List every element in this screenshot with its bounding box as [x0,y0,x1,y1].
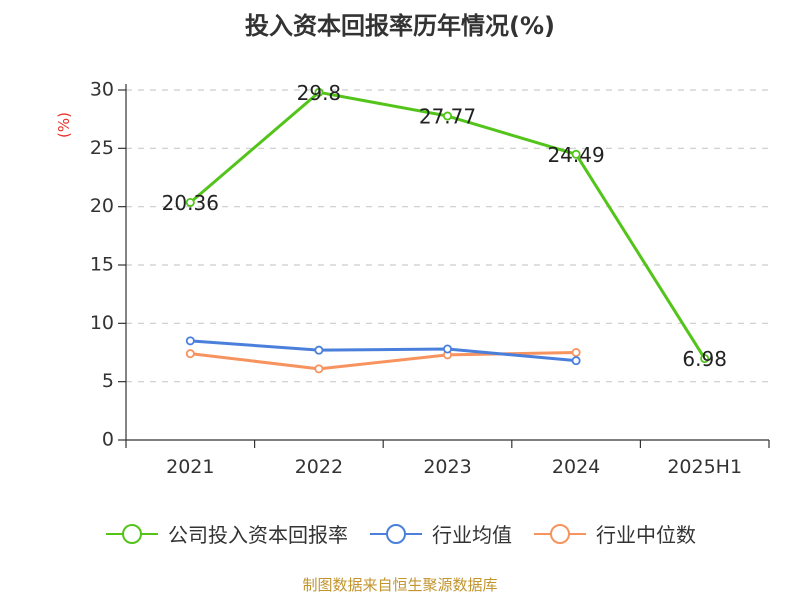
x-tick-label: 2024 [552,456,600,478]
series-2 [185,347,581,374]
series-0 [185,87,710,364]
data-label: 24.49 [547,143,604,167]
y-axis-unit-label: (%) [55,112,73,138]
data-point [185,336,195,346]
x-tick-label: 2023 [423,456,471,478]
y-tick-label: 10 [90,312,114,334]
data-point [314,345,324,355]
data-point [185,197,195,207]
y-tick-label: 15 [90,254,114,276]
legend: 公司投入资本回报率 行业均值 行业中位数 [0,519,800,548]
series-layer [185,87,710,374]
data-label: 27.77 [419,105,476,129]
x-tick-label: 2025H1 [667,456,742,478]
legend-label: 公司投入资本回报率 [168,523,348,547]
chart-title: 投入资本回报率历年情况(%) [245,12,555,40]
data-point [185,349,195,359]
y-tick-label: 0 [102,429,114,451]
data-point [442,111,452,121]
data-label: 20.36 [162,191,219,215]
data-point [571,347,581,357]
grid-lines [126,89,769,383]
legend-item[interactable]: 公司投入资本回报率 [104,519,348,548]
series-line [190,339,577,363]
x-tick-label: 2021 [166,456,214,478]
axes: 0 5 10 15 20 25 30 2021 2022 2023 2024 2025H1 [90,79,770,478]
y-tick-label: 25 [90,137,114,159]
data-point [442,344,452,354]
legend-swatch-circle [122,523,142,544]
data-point [314,87,324,97]
data-label: 29.8 [297,81,342,105]
series-line [189,90,706,360]
y-tick-label: 20 [90,195,114,217]
data-point [571,356,581,366]
legend-label: 行业中位数 [596,523,696,547]
legend-label: 行业均值 [432,523,512,547]
data-label: 6.98 [682,347,727,371]
legend-swatch-icon [534,523,586,544]
y-tick-label: 5 [102,370,114,392]
source-note: 制图数据来自恒生聚源数据库 [302,576,498,594]
series-1 [185,336,581,366]
legend-item[interactable]: 行业均值 [368,519,512,548]
legend-swatch-circle [386,523,406,544]
data-point [314,364,324,374]
x-tick-label: 2022 [295,456,343,478]
data-labels: 20.36 29.8 27.77 24.49 6.98 [162,81,727,371]
data-point [700,354,710,364]
y-tick-label: 30 [90,79,114,101]
legend-swatch-icon [106,523,158,544]
legend-swatch-circle [550,523,570,544]
legend-swatch-icon [370,523,422,544]
legend-item[interactable]: 行业中位数 [532,519,696,548]
data-point [571,149,581,159]
